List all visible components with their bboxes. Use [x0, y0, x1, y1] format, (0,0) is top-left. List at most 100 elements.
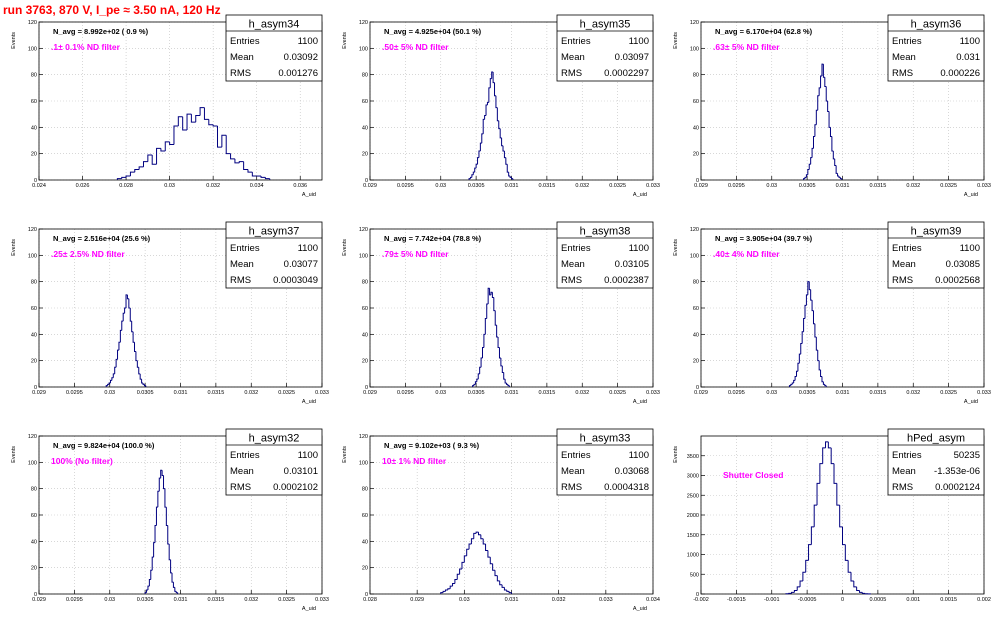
x-tick-label: 0.0305 — [137, 597, 154, 603]
hist-bin — [126, 294, 129, 300]
y-axis-label: Events — [11, 446, 17, 463]
hist-bin — [815, 109, 818, 125]
hist-bin — [800, 343, 803, 355]
hist-bin — [164, 141, 170, 152]
stats-key: Entries — [230, 36, 260, 47]
hist-bin — [121, 176, 127, 179]
hist-bin — [132, 331, 135, 343]
hist-bin — [147, 585, 150, 591]
hist-name: h_asym32 — [249, 433, 300, 445]
stats-key: Entries — [892, 36, 922, 47]
hist-bin — [861, 592, 866, 594]
y-tick-label: 100 — [28, 46, 37, 52]
y-tick-label: 60 — [362, 99, 368, 105]
navg-label: N_avg = 4.925e+04 (50.1 %) — [384, 27, 482, 36]
hist-bin — [804, 304, 807, 319]
hist-bin — [808, 163, 811, 170]
hist-bin — [138, 166, 144, 170]
x-tick-label: 0.0295 — [66, 597, 83, 603]
hist-bin — [131, 321, 134, 333]
hist-bin — [156, 147, 161, 165]
navg-label: N_avg = 6.170e+04 (62.8 %) — [715, 27, 813, 36]
x-axis-label: A_uid — [633, 192, 647, 198]
hist-bin — [815, 336, 818, 351]
stats-key: Mean — [892, 52, 916, 63]
hist-bin — [485, 543, 488, 552]
x-tick-label: 0.033 — [646, 183, 660, 189]
stats-box — [225, 428, 323, 496]
x-tick-label: 0.03 — [766, 183, 777, 189]
hist-bin — [813, 504, 818, 527]
hist-bin — [154, 525, 157, 543]
x-tick-label: 0.032 — [575, 183, 589, 189]
plot-frame — [369, 21, 654, 181]
x-tick-label: 0.029 — [32, 597, 46, 603]
hist-bin — [507, 384, 510, 387]
x-tick-label: 0.0305 — [137, 390, 154, 396]
hist-bin — [461, 561, 465, 569]
hist-bin — [822, 381, 825, 385]
y-tick-label: 80 — [362, 487, 368, 493]
y-axis-label: Events — [342, 446, 348, 463]
hist-bin — [805, 294, 808, 306]
hist-bin — [808, 281, 811, 291]
hist-bin — [834, 158, 837, 167]
hist-bin — [473, 383, 476, 386]
y-tick-label: 40 — [362, 332, 368, 338]
y-axis-label: Events — [342, 32, 348, 49]
hist-bin — [808, 544, 812, 561]
x-tick-label: 0.0325 — [940, 390, 957, 396]
y-tick-label: 3500 — [687, 454, 699, 460]
y-axis-label: Events — [673, 32, 679, 49]
x-tick-label: 0.029 — [410, 597, 424, 603]
hist-bin — [810, 157, 813, 165]
hist-bin — [821, 376, 824, 383]
x-axis-label: A_uid — [633, 606, 647, 612]
hist-bin — [483, 333, 486, 348]
hist-bin — [817, 350, 820, 362]
hist-bin — [503, 151, 506, 159]
hist-bin — [481, 347, 484, 359]
hist-bin — [225, 135, 231, 155]
histogram-panel-h_asym35: 0.029 0.0295 0.03 0.0305 0.031 0.0315 0.032 0.0… — [342, 14, 660, 198]
hist-bin — [494, 310, 497, 326]
y-tick-label: 60 — [362, 513, 368, 519]
histogram-panel-h_asym38: 0.029 0.0295 0.03 0.0305 0.031 0.0315 0.032 0.0… — [342, 221, 660, 405]
hist-bin — [234, 158, 240, 164]
hist-name: h_asym37 — [249, 226, 300, 238]
hist-bin — [142, 161, 148, 167]
hist-bin — [141, 379, 144, 384]
hist-bin — [503, 587, 507, 591]
x-tick-label: 0.0315 — [207, 597, 224, 603]
hist-bin — [484, 318, 487, 335]
hist-bin — [208, 119, 214, 126]
hist-bin — [230, 153, 235, 160]
y-tick-label: 60 — [693, 306, 699, 312]
hist-bin — [165, 507, 168, 527]
hist-bin — [195, 114, 201, 123]
hist-bin — [487, 550, 491, 558]
plot-frame — [38, 435, 323, 595]
stats-key: Mean — [561, 52, 585, 63]
stats-key: RMS — [892, 482, 913, 493]
x-tick-label: 0.0325 — [278, 390, 295, 396]
hist-bin — [150, 569, 153, 580]
plot-frame — [38, 228, 323, 388]
hist-bin — [469, 176, 472, 179]
x-tick-label: 0.032 — [206, 183, 220, 189]
y-tick-label: 0 — [696, 385, 699, 391]
hist-bin — [818, 87, 821, 96]
hist-bin — [186, 113, 192, 130]
y-tick-label: 120 — [690, 227, 699, 233]
hist-bin — [468, 543, 472, 550]
hist-bin — [491, 71, 494, 79]
hist-bin — [174, 587, 177, 592]
x-tick-label: 0.03 — [766, 390, 777, 396]
x-tick-label: 0.032 — [906, 183, 920, 189]
stats-box — [887, 14, 985, 82]
hist-bin — [796, 370, 798, 377]
hist-name: h_asym35 — [580, 19, 631, 31]
x-tick-label: 0.029 — [363, 390, 377, 396]
hist-bin — [793, 589, 798, 593]
x-tick-label: 0.032 — [244, 390, 258, 396]
